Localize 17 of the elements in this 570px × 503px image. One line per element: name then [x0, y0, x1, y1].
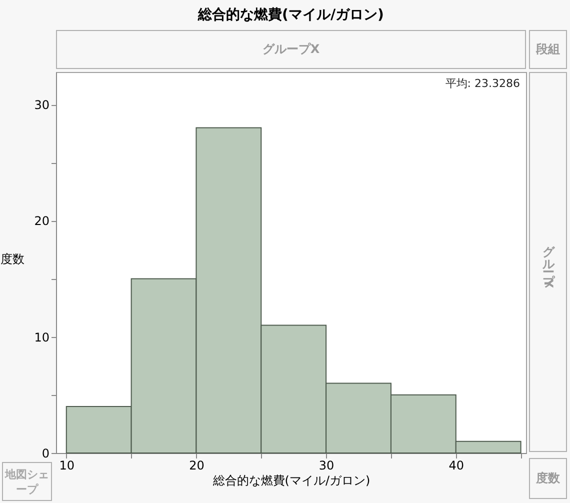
- y-tick-label: 30: [34, 98, 50, 112]
- drop-zone-field: 段組: [529, 30, 567, 69]
- annotation: 平均: 23.3286: [445, 77, 520, 90]
- drop-zone-field: グループX: [56, 30, 526, 69]
- drop-zone-field: 度数: [529, 458, 567, 499]
- x-tick-label: 40: [448, 458, 464, 472]
- x-tick-label: 20: [189, 458, 204, 472]
- x-tick-label: 10: [59, 458, 75, 472]
- x-tick-label: 30: [318, 458, 334, 472]
- y-axis-title: 度数: [0, 252, 24, 266]
- y-tick-label: 10: [34, 330, 50, 344]
- y-tick-label: 0: [42, 446, 50, 460]
- drop-zone-field: グループY: [529, 72, 567, 452]
- x-axis-title: 総合的な燃費(マイル/ガロン): [212, 474, 370, 488]
- y-tick-label: 20: [34, 214, 50, 228]
- drop-zone-field: 地図シェープ: [2, 462, 52, 501]
- chart-title: 総合的な燃費(マイル/ガロン): [197, 7, 384, 23]
